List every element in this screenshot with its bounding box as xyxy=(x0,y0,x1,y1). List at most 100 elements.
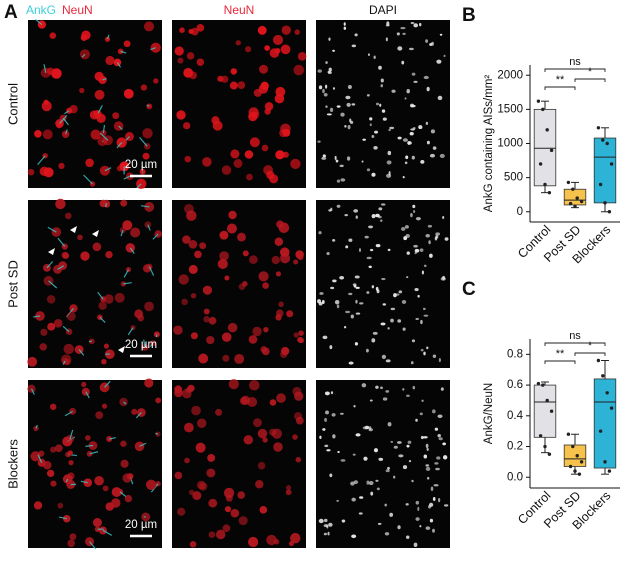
neuron xyxy=(258,64,268,74)
data-point xyxy=(549,409,554,413)
axon-segment xyxy=(58,516,67,520)
neuron xyxy=(80,34,88,41)
axon-segment xyxy=(116,142,123,149)
neuron xyxy=(257,461,266,470)
neuron xyxy=(101,403,108,409)
nucleus xyxy=(319,435,322,439)
row-label: Control xyxy=(5,83,20,125)
nucleus xyxy=(386,160,392,165)
neuron xyxy=(146,263,153,270)
axon-segment xyxy=(120,50,127,54)
nucleus xyxy=(321,156,327,160)
nucleus xyxy=(334,300,340,305)
axon-segment xyxy=(146,104,150,107)
nucleus xyxy=(425,121,429,125)
neuron xyxy=(230,508,240,518)
nucleus xyxy=(397,136,402,140)
data-point xyxy=(543,182,547,187)
neuron xyxy=(40,328,48,336)
neuron xyxy=(274,237,284,246)
nucleus xyxy=(439,33,443,36)
axon-segment xyxy=(37,454,43,464)
neuron xyxy=(112,112,120,120)
neuron xyxy=(184,422,194,433)
nucleus xyxy=(355,433,361,437)
neuron xyxy=(279,247,290,258)
nucleus xyxy=(339,412,344,415)
nucleus xyxy=(380,203,386,206)
data-point xyxy=(538,434,543,438)
neuron xyxy=(46,469,55,478)
axon-segment xyxy=(64,110,70,115)
nucleus xyxy=(428,502,434,507)
neuron xyxy=(215,529,226,540)
nucleus xyxy=(354,33,358,37)
nucleus xyxy=(420,159,425,164)
axon-segment xyxy=(43,64,47,73)
nucleus xyxy=(339,275,345,280)
nucleus xyxy=(434,427,439,431)
nucleus xyxy=(406,251,410,255)
nucleus xyxy=(421,399,424,402)
nucleus xyxy=(340,178,346,182)
nucleus xyxy=(426,140,430,145)
neuron xyxy=(81,387,90,396)
data-point xyxy=(536,381,541,386)
neuron xyxy=(27,356,38,367)
axon-segment xyxy=(109,437,116,440)
nucleus xyxy=(346,102,351,107)
neuron xyxy=(228,379,239,390)
neuron xyxy=(223,487,235,499)
neuron xyxy=(142,128,153,139)
nucleus xyxy=(325,105,328,108)
neuron xyxy=(68,460,74,466)
nucleus xyxy=(336,499,339,502)
neuron xyxy=(79,87,85,94)
neuron xyxy=(221,332,232,342)
neuron xyxy=(186,52,195,60)
nucleus xyxy=(391,89,396,93)
neuron xyxy=(294,29,300,35)
nucleus xyxy=(384,503,387,507)
neuron xyxy=(226,223,237,234)
arrowhead xyxy=(118,346,125,353)
nucleus xyxy=(413,80,418,83)
axon-segment xyxy=(136,183,142,189)
nucleus xyxy=(318,301,323,306)
box xyxy=(533,384,557,438)
neuron xyxy=(144,301,154,312)
nucleus xyxy=(366,94,370,97)
nucleus xyxy=(425,466,431,471)
axon-segment xyxy=(64,410,73,417)
nucleus xyxy=(344,214,349,217)
neuron xyxy=(195,442,206,453)
neuron xyxy=(285,489,292,496)
nucleus xyxy=(412,385,416,390)
nucleus xyxy=(420,435,424,440)
data-point xyxy=(566,432,571,436)
nucleus xyxy=(420,319,423,325)
nucleus xyxy=(344,326,347,329)
nucleus xyxy=(385,24,390,27)
nucleus xyxy=(324,444,329,448)
data-point xyxy=(601,138,605,142)
nucleus xyxy=(409,131,414,136)
neuron xyxy=(94,89,105,100)
neuron xyxy=(130,227,141,238)
neuron xyxy=(262,437,268,443)
neuron xyxy=(80,251,90,261)
nucleus xyxy=(377,522,382,525)
neuron xyxy=(92,518,102,528)
nucleus xyxy=(443,504,449,507)
nucleus xyxy=(405,503,409,506)
nucleus xyxy=(398,290,403,294)
neuron xyxy=(243,435,254,445)
nucleus xyxy=(425,233,430,238)
y-axis-label: AnkG/NeuN xyxy=(483,383,495,444)
significance-label: ** xyxy=(556,74,565,86)
neuron xyxy=(102,199,111,207)
axon-segment xyxy=(85,444,94,447)
significance-bracket xyxy=(544,342,606,346)
nucleus xyxy=(355,312,361,315)
nucleus xyxy=(364,425,370,430)
